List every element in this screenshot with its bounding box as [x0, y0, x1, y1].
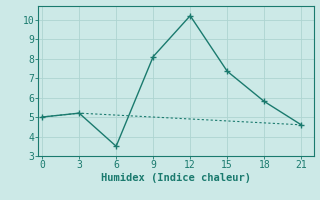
X-axis label: Humidex (Indice chaleur): Humidex (Indice chaleur) — [101, 173, 251, 183]
